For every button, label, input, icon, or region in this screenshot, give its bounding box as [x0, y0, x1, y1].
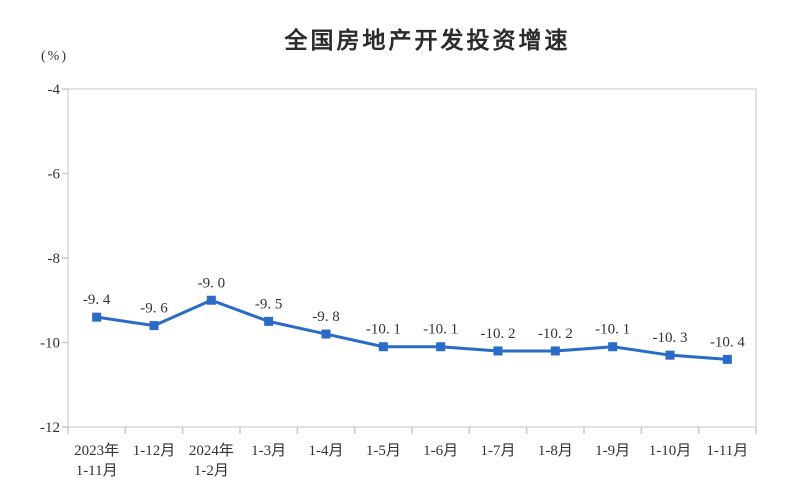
x-axis-category-label: 1-5月 — [366, 443, 401, 459]
x-axis-category-label: 1-6月 — [423, 443, 458, 459]
x-axis-category-label: 2024年 — [189, 442, 234, 459]
data-point-label: -10. 4 — [710, 334, 745, 350]
x-axis-category-label: 1-11月 — [706, 443, 748, 459]
y-axis-tick-label: -4 — [48, 82, 61, 98]
x-axis-category-label: 1-7月 — [481, 443, 516, 459]
data-point-marker — [206, 295, 216, 305]
data-point-label: -10. 1 — [595, 322, 630, 338]
data-point-label: -9. 5 — [255, 296, 283, 312]
data-point-label: -10. 2 — [481, 326, 516, 342]
data-point-marker — [550, 346, 560, 356]
data-point-marker — [378, 342, 388, 352]
x-axis-category-label: 1-12月 — [133, 443, 176, 459]
x-axis-category-label: 1-3月 — [251, 443, 286, 459]
data-point-label: -9. 8 — [312, 309, 340, 325]
data-point-label: -9. 6 — [140, 301, 168, 317]
data-point-marker — [321, 329, 331, 339]
data-point-label: -9. 4 — [83, 292, 111, 308]
data-point-marker — [665, 350, 675, 360]
data-point-marker — [608, 342, 618, 352]
data-point-label: -10. 2 — [538, 326, 573, 342]
chart-title: 全国房地产开发投资增速 — [284, 27, 571, 53]
data-point-marker — [436, 342, 446, 352]
y-axis-tick-label: -12 — [40, 420, 60, 436]
x-axis-category-label: 1-2月 — [194, 463, 229, 479]
data-point-marker — [92, 312, 102, 322]
data-point-label: -10. 1 — [366, 322, 401, 338]
x-axis-category-label: 1-4月 — [309, 443, 344, 459]
data-point-label: -10. 3 — [653, 330, 688, 346]
data-point-marker — [264, 316, 274, 326]
x-axis-category-label: 1-8月 — [538, 443, 573, 459]
y-axis-tick-label: -8 — [48, 251, 61, 267]
data-point-label: -9. 0 — [198, 275, 226, 291]
data-point-label: -10. 1 — [423, 322, 458, 338]
plot-border — [67, 88, 757, 428]
x-axis-category-label: 1-9月 — [595, 443, 630, 459]
x-axis-category-label: 1-11月 — [76, 463, 118, 479]
data-point-marker — [149, 321, 159, 331]
growth-line — [95, 298, 729, 361]
x-axis-category-label: 2023年 — [74, 442, 119, 459]
y-axis-unit-label: (%) — [41, 49, 68, 64]
data-point-marker — [493, 346, 503, 356]
data-point-marker — [722, 354, 732, 364]
x-axis-category-label: 1-10月 — [649, 443, 692, 459]
y-axis-tick-label: -6 — [48, 167, 61, 183]
y-axis-tick-label: -10 — [40, 336, 60, 352]
